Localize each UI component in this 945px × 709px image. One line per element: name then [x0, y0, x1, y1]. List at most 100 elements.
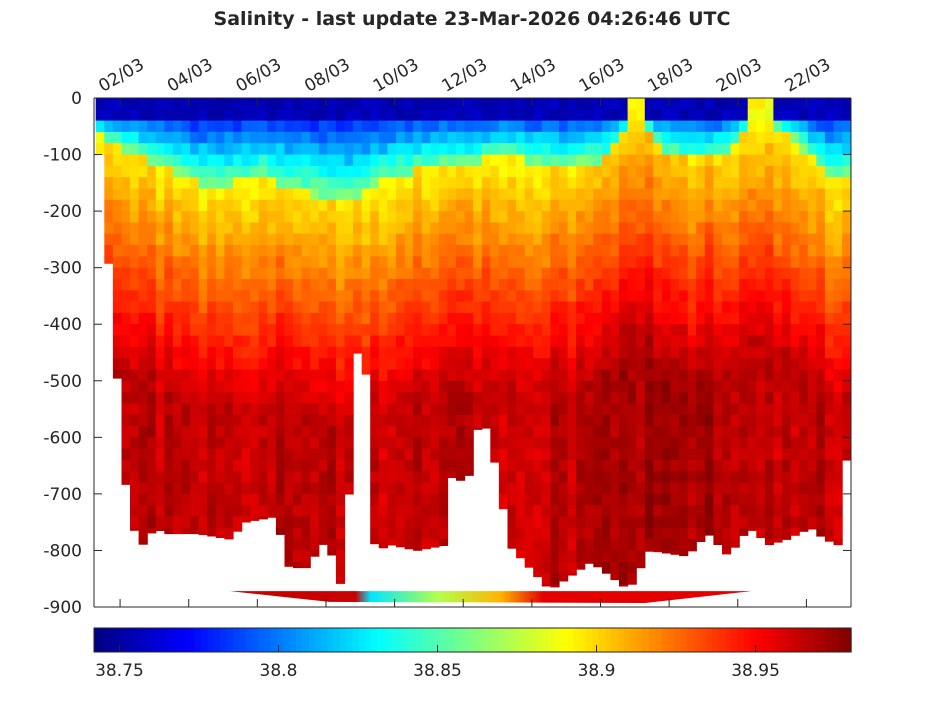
heatmap-cell — [327, 312, 337, 325]
heatmap-cell — [198, 403, 208, 416]
heatmap-cell — [421, 527, 431, 540]
heatmap-cell — [490, 380, 500, 393]
heatmap-cell — [404, 211, 414, 223]
heatmap-cell — [387, 324, 397, 337]
heatmap-cell — [258, 131, 268, 144]
heatmap-cell — [293, 426, 303, 438]
heatmap-cell — [696, 437, 706, 450]
colorbar-segment — [478, 628, 486, 652]
heatmap-cell — [215, 188, 225, 201]
heatmap-cell — [619, 335, 629, 348]
colorbar-segment — [144, 628, 152, 652]
heatmap-cell — [241, 437, 251, 450]
heatmap-cell — [722, 199, 732, 212]
heatmap-cell — [473, 120, 483, 133]
heatmap-cell — [490, 165, 500, 178]
heatmap-cell — [567, 471, 577, 484]
heatmap-cell — [799, 346, 809, 359]
heatmap-cell — [696, 312, 706, 325]
heatmap-cell — [215, 165, 225, 178]
heatmap-cell — [121, 143, 131, 156]
heatmap-cell — [258, 482, 268, 495]
heatmap-cell — [790, 335, 800, 348]
heatmap-cell — [284, 245, 294, 257]
heatmap-cell — [241, 290, 251, 303]
heatmap-cell — [327, 165, 337, 178]
heatmap-cell — [207, 222, 217, 235]
heatmap-cell — [456, 188, 466, 201]
heatmap-cell — [275, 346, 286, 359]
heatmap-cell — [670, 324, 680, 337]
heatmap-cell — [601, 165, 612, 178]
heatmap-cell — [576, 358, 586, 371]
heatmap-cell — [627, 267, 637, 280]
heatmap-cell — [344, 120, 354, 133]
heatmap-cell — [550, 120, 560, 133]
heatmap-cell — [370, 358, 380, 371]
heatmap-cell — [516, 550, 526, 559]
heatmap-cell — [670, 256, 680, 269]
heatmap-cell — [636, 256, 646, 269]
heatmap-cell — [447, 199, 457, 212]
heatmap-cell — [130, 245, 140, 257]
heatmap-cell — [275, 516, 286, 529]
heatmap-cell — [550, 437, 560, 450]
heatmap-cell — [687, 346, 697, 359]
heatmap-cell — [370, 392, 380, 404]
heatmap-cell — [619, 290, 629, 303]
heatmap-cell — [413, 493, 423, 506]
heatmap-cell — [627, 346, 637, 359]
heatmap-cell — [516, 493, 526, 506]
heatmap-cell — [430, 188, 440, 201]
heatmap-cell — [233, 109, 243, 122]
heatmap-cell — [293, 312, 303, 325]
heatmap-cell — [413, 516, 423, 529]
heatmap-cell — [541, 414, 551, 427]
heatmap-cell — [233, 143, 243, 156]
heatmap-cell — [387, 165, 397, 178]
heatmap-cell — [756, 177, 766, 190]
colorbar-tick-label: 38.8 — [260, 661, 298, 681]
heatmap-cell — [773, 290, 783, 303]
heatmap-cell — [335, 324, 346, 337]
heatmap-cell — [593, 448, 603, 461]
heatmap-cell — [370, 346, 380, 359]
heatmap-cell — [576, 437, 586, 450]
heatmap-cell — [722, 324, 732, 337]
heatmap-cell — [713, 211, 723, 223]
heatmap-cell — [601, 380, 612, 393]
colorbar-segment — [838, 628, 846, 652]
heatmap-cell — [739, 335, 749, 348]
heatmap-cell — [361, 222, 371, 235]
heatmap-cell — [567, 437, 577, 450]
heatmap-cell — [456, 369, 466, 382]
heatmap-cell — [670, 505, 680, 518]
heatmap-cell — [335, 550, 346, 563]
colorbar-segment — [276, 628, 284, 652]
heatmap-cell — [756, 312, 766, 325]
heatmap-cell — [722, 346, 732, 359]
heatmap-cell — [799, 335, 809, 348]
heatmap-cell — [756, 188, 766, 201]
heatmap-cell — [747, 120, 757, 133]
heatmap-cell — [327, 471, 337, 484]
heatmap-cell — [181, 527, 191, 535]
heatmap-cell — [619, 573, 629, 585]
heatmap-cell — [610, 154, 620, 167]
heatmap-cell — [353, 177, 363, 190]
colorbar-segment — [251, 628, 259, 652]
heatmap-cell — [473, 143, 483, 156]
heatmap-cell — [361, 211, 371, 223]
heatmap-cell — [318, 222, 328, 235]
heatmap-cell — [816, 98, 826, 110]
heatmap-cell — [747, 358, 757, 371]
heatmap-cell — [799, 267, 809, 280]
heatmap-cell — [653, 131, 663, 144]
heatmap-cell — [653, 527, 663, 540]
heatmap-cell — [207, 460, 217, 472]
heatmap-cell — [138, 222, 148, 235]
heatmap-cell — [601, 188, 612, 201]
heatmap-cell — [147, 188, 157, 201]
heatmap-cell — [421, 380, 431, 393]
heatmap-cell — [464, 131, 474, 144]
